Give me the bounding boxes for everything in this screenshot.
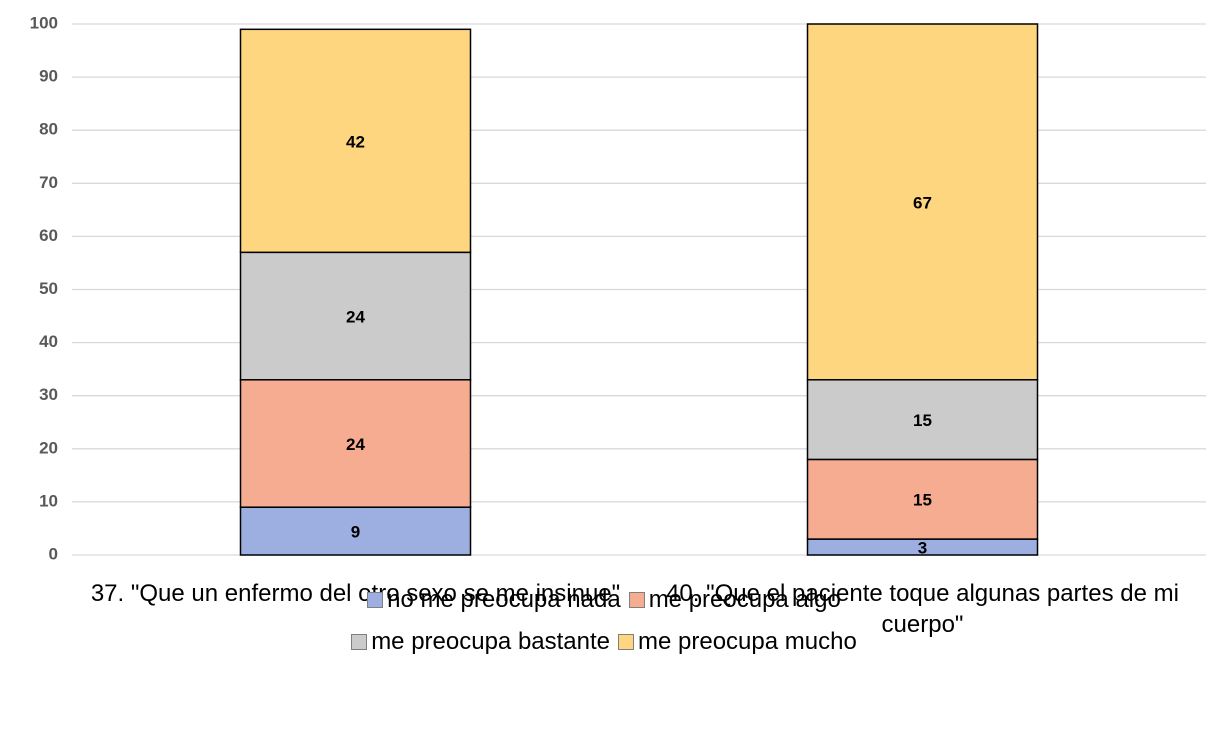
y-tick-label: 70 <box>39 173 58 192</box>
legend-swatch <box>618 634 635 650</box>
data-label: 42 <box>346 132 365 151</box>
legend-label: me preocupa bastante <box>371 628 611 655</box>
legend-item: me preocupa algo <box>628 586 841 614</box>
y-tick-label: 0 <box>49 544 58 563</box>
bar-segment <box>806 458 1039 540</box>
y-tick-label: 80 <box>39 120 58 139</box>
data-label: 3 <box>918 539 927 558</box>
legend-label: me preocupa algo <box>648 586 841 613</box>
data-label: 9 <box>351 523 360 542</box>
data-label: 67 <box>913 193 932 212</box>
y-tick-label: 60 <box>39 226 58 245</box>
legend-label: no me preocupa nada <box>387 586 621 613</box>
legend-label: me preocupa mucho <box>638 628 857 655</box>
y-tick-label: 30 <box>39 385 58 404</box>
y-tick-label: 20 <box>39 438 58 457</box>
x-tick-label: 37. "Que un enfermo del otro sexo se me … <box>90 580 621 607</box>
bar-segment <box>806 379 1039 461</box>
legend-swatch <box>628 592 645 608</box>
x-tick-label: 40. "Que el paciente toque algunas parte… <box>666 580 1179 638</box>
legend-swatch <box>351 634 368 650</box>
bar-segment <box>239 251 472 381</box>
data-label: 15 <box>913 411 932 430</box>
data-label: 24 <box>346 435 365 454</box>
bar-segment <box>806 23 1039 381</box>
legend-item: me preocupa mucho <box>618 628 857 656</box>
data-label: 24 <box>346 308 365 327</box>
legend-item: me preocupa bastante <box>351 628 610 656</box>
y-tick-label: 40 <box>39 332 58 351</box>
legend-row: no me preocupa nada me preocupa algo <box>0 586 1208 614</box>
y-tick-label: 10 <box>39 491 58 510</box>
y-tick-label: 100 <box>30 13 58 32</box>
bar-segment <box>239 28 472 254</box>
y-tick-label: 90 <box>39 67 58 86</box>
bar-segment <box>239 506 472 556</box>
data-label: 15 <box>913 491 932 510</box>
legend-swatch <box>367 592 384 608</box>
legend-item: no me preocupa nada <box>367 586 621 614</box>
y-tick-label: 50 <box>39 279 58 298</box>
legend-row: me preocupa bastante me preocupa mucho <box>0 628 1208 656</box>
